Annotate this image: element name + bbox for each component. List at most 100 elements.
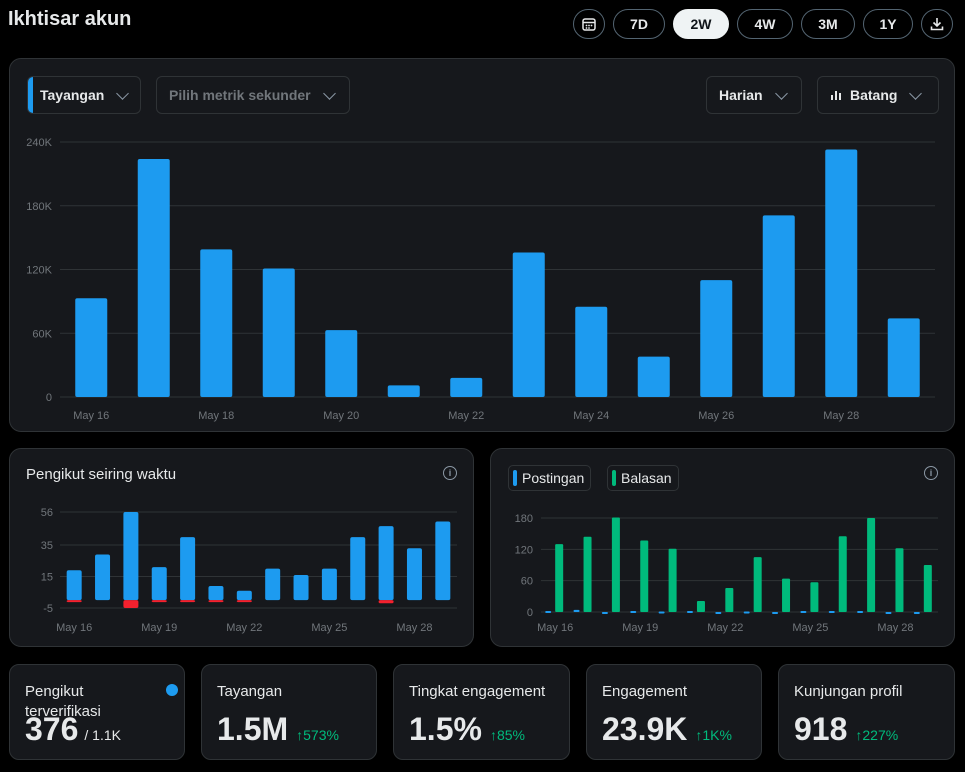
stat-sub: / 1.1K	[84, 727, 121, 743]
followers-bar	[208, 585, 224, 601]
y-tick-label: 56	[41, 507, 53, 519]
replies-bar	[583, 536, 592, 612]
range-4w[interactable]: 4W	[737, 9, 793, 39]
x-tick-label: May 16	[56, 622, 92, 634]
stat-value: 376	[25, 711, 79, 747]
y-tick-label: 120	[515, 544, 533, 556]
legend-posts-label: Postingan	[522, 470, 585, 486]
impressions-bar	[825, 149, 858, 397]
stat-value: 1.5M	[217, 711, 289, 747]
replies-bar	[611, 517, 620, 612]
stat-profile-visits[interactable]: Kunjungan profil 918 ↑227%	[778, 664, 955, 760]
x-tick-label: May 22	[448, 410, 484, 422]
y-tick-label: 15	[41, 572, 53, 584]
chevron-down-icon	[322, 86, 336, 100]
stat-verified-followers[interactable]: Pengikut terverifikasi 376 / 1.1K	[9, 664, 185, 760]
stat-delta: ↑1K%	[695, 727, 732, 743]
replies-bar	[753, 557, 762, 612]
followers-bar	[378, 526, 394, 601]
impressions-bar	[637, 356, 670, 397]
followers-bar	[236, 590, 252, 601]
calendar-icon	[582, 18, 596, 31]
bar-chart-icon	[831, 91, 841, 100]
range-1y[interactable]: 1Y	[863, 9, 913, 39]
unfollows-bar	[236, 600, 252, 603]
impressions-bar	[575, 306, 608, 397]
legend-posts[interactable]: Postingan	[508, 465, 592, 491]
legend-replies[interactable]: Balasan	[607, 465, 679, 491]
posts-bar	[658, 611, 665, 614]
range-2w[interactable]: 2W	[673, 9, 729, 39]
chart-type-dropdown[interactable]: Batang	[817, 76, 939, 114]
replies-bar	[725, 587, 734, 612]
replies-bar	[696, 601, 705, 612]
interval-dropdown[interactable]: Harian	[706, 76, 802, 114]
replies-bar	[640, 540, 649, 612]
page-title: Ikhtisar akun	[8, 8, 132, 30]
metric-dropdown[interactable]: Tayangan	[27, 76, 141, 114]
unfollows-bar	[66, 600, 82, 603]
x-tick-label: May 22	[707, 622, 743, 634]
posts-bar	[772, 612, 779, 614]
followers-bar	[180, 537, 196, 601]
y-tick-label: 0	[527, 607, 533, 619]
stat-delta: ↑227%	[855, 727, 899, 743]
x-tick-label: May 28	[877, 622, 913, 634]
y-tick-label: 60K	[32, 328, 52, 340]
range-7d[interactable]: 7D	[613, 9, 665, 39]
unfollows-bar	[180, 600, 196, 603]
stat-value: 1.5%	[409, 711, 482, 747]
followers-bar	[435, 521, 451, 601]
calendar-button[interactable]	[573, 9, 605, 39]
stat-value-row: 376 / 1.1K	[25, 711, 121, 748]
posts-bar	[545, 610, 552, 613]
secondary-metric-placeholder: Pilih metrik sekunder	[169, 87, 311, 103]
x-tick-label: May 26	[698, 410, 734, 422]
replies-bar	[923, 565, 932, 612]
posts-bar	[913, 612, 920, 614]
info-icon[interactable]: i	[924, 466, 938, 480]
followers-bar	[123, 512, 139, 601]
followers-bar	[406, 548, 422, 601]
unfollows-bar	[208, 600, 224, 603]
impressions-bar	[137, 159, 170, 397]
range-3m[interactable]: 3M	[801, 9, 855, 39]
stat-value: 23.9K	[602, 711, 688, 747]
x-tick-label: May 24	[573, 410, 609, 422]
unfollows-bar	[151, 600, 167, 603]
x-tick-label: May 22	[226, 622, 262, 634]
y-tick-label: 240K	[26, 137, 52, 149]
secondary-metric-dropdown[interactable]: Pilih metrik sekunder	[156, 76, 350, 114]
chevron-down-icon	[909, 86, 923, 100]
impressions-bar	[325, 330, 358, 397]
posts-bar	[715, 612, 722, 614]
stat-value-row: 918 ↑227%	[794, 711, 898, 748]
posts-bar	[601, 612, 608, 614]
chevron-down-icon	[774, 86, 788, 100]
replies-bar	[838, 536, 847, 612]
y-tick-label: 180K	[26, 201, 52, 213]
followers-bar	[265, 568, 281, 601]
posts-replies-bar-chart: 0 60 120 180 May 16 May 19 May 22 May 25 May 28	[515, 513, 938, 634]
x-tick-label: May 25	[792, 622, 828, 634]
x-tick-label: May 19	[141, 622, 177, 634]
stat-value: 918	[794, 711, 848, 747]
legend-replies-label: Balasan	[621, 470, 672, 486]
followers-bar-chart: -5 15 35 56 May 16 May 19 May 22 May 25 May 28	[41, 507, 457, 634]
download-button[interactable]	[921, 9, 953, 39]
stat-impressions[interactable]: Tayangan 1.5M ↑573%	[201, 664, 377, 760]
stat-engagement-rate[interactable]: Tingkat engagement 1.5% ↑85%	[393, 664, 570, 760]
replies-bar	[895, 548, 904, 612]
download-icon	[930, 18, 944, 31]
stat-delta: ↑573%	[296, 727, 339, 743]
stat-value-row: 1.5M ↑573%	[217, 711, 339, 748]
stat-engagements[interactable]: Engagement 23.9K ↑1K%	[586, 664, 762, 760]
x-tick-label: May 16	[73, 410, 109, 422]
info-icon[interactable]: i	[443, 466, 457, 480]
followers-bar	[293, 574, 309, 601]
y-tick-label: 0	[46, 392, 52, 404]
chevron-down-icon	[116, 86, 130, 100]
impressions-bar	[512, 252, 545, 397]
y-tick-label: 120K	[26, 265, 52, 277]
impressions-bar	[387, 385, 420, 397]
